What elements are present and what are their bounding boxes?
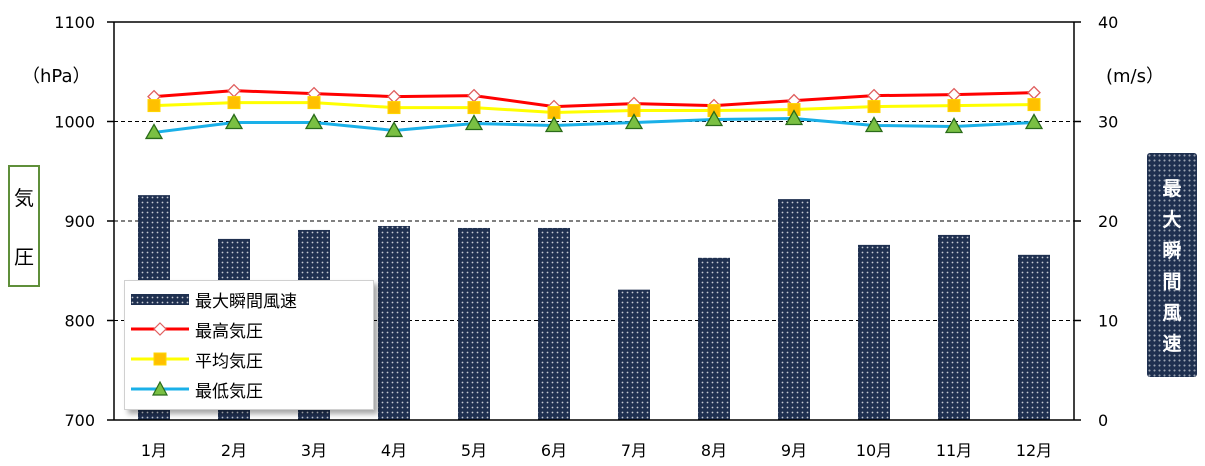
line-min-pressure <box>153 117 1035 134</box>
legend-label: 平均気圧 <box>195 351 263 372</box>
y-left-title-char: 圧 <box>14 245 34 269</box>
y-right-unit: (m/s） <box>1106 66 1164 87</box>
x-tick-label: 10月 <box>856 441 892 460</box>
x-tick-label: 9月 <box>781 441 807 460</box>
y-right-title-char: 風 <box>1162 302 1182 324</box>
marker-max-pressure <box>867 88 881 103</box>
x-tick-label: 12月 <box>1016 441 1052 460</box>
marker-max-pressure <box>227 83 241 98</box>
bar-wind-speed <box>778 199 810 420</box>
marker-min-pressure <box>864 116 884 133</box>
x-tick-label: 4月 <box>381 441 407 460</box>
gridlines <box>114 121 1074 321</box>
marker-avg-pressure <box>947 99 961 113</box>
y-right-title-char: 間 <box>1162 271 1182 293</box>
marker-min-pressure <box>304 113 324 130</box>
bars <box>138 195 1050 420</box>
x-tick-label: 3月 <box>301 441 327 460</box>
bar-wind-speed <box>938 234 970 420</box>
bar-wind-speed <box>1018 254 1050 420</box>
legend-item-wind: 最大瞬間風速 <box>125 285 297 313</box>
bar-wind-speed <box>618 289 650 420</box>
legend-label: 最大瞬間風速 <box>195 291 297 312</box>
line-avg-pressure <box>153 101 1035 115</box>
y-left-title-char: 気 <box>14 186 34 210</box>
marker-max-pressure <box>467 88 481 103</box>
marker-min-pressure <box>224 113 244 130</box>
marker-avg-pressure <box>387 101 401 115</box>
marker-min-pressure <box>1024 113 1044 130</box>
marker-avg-pressure <box>867 100 881 114</box>
x-tick-label: 1月 <box>141 441 167 460</box>
y-left-title: 気 圧 <box>8 165 40 287</box>
y-right-tick-label: 0 <box>1098 411 1108 430</box>
x-tick-label: 7月 <box>621 441 647 460</box>
marker-max-pressure <box>947 87 961 102</box>
bar-wind-speed <box>858 244 890 420</box>
x-tick-label: 11月 <box>936 441 972 460</box>
legend-swatch-square <box>125 345 195 373</box>
x-tick-label: 2月 <box>221 441 247 460</box>
y-right-tick-label: 30 <box>1098 113 1118 132</box>
bar-wind-speed <box>538 227 570 420</box>
marker-avg-pressure <box>467 101 481 115</box>
y-left-tick-label: 1100 <box>54 13 95 32</box>
marker-avg-pressure <box>1027 98 1041 112</box>
legend-swatch-bar <box>125 285 195 313</box>
legend-item-min-pressure: 最低気圧 <box>125 375 263 403</box>
marker-avg-pressure <box>147 99 161 113</box>
series-lines <box>144 83 1044 140</box>
y-right-tick-label: 20 <box>1098 212 1118 231</box>
y-right-title-char: 瞬 <box>1162 240 1182 262</box>
marker-avg-pressure <box>227 96 241 110</box>
x-tick-label: 5月 <box>461 441 487 460</box>
bar-wind-speed <box>698 257 730 420</box>
y-left-tick-label: 800 <box>64 312 95 331</box>
legend-item-max-pressure: 最高気圧 <box>125 315 263 343</box>
marker-min-pressure <box>784 109 804 126</box>
marker-min-pressure <box>624 113 644 130</box>
x-tick-label: 8月 <box>701 441 727 460</box>
y-left-tick-label: 700 <box>64 411 95 430</box>
line-max-pressure <box>153 89 1035 109</box>
y-right-title-char: 大 <box>1162 209 1182 231</box>
legend-item-avg-pressure: 平均気圧 <box>125 345 263 373</box>
legend-swatch-diamond <box>125 315 195 343</box>
marker-min-pressure <box>704 110 724 127</box>
y-right-title-char: 最 <box>1162 178 1182 200</box>
bar-wind-speed <box>458 227 490 420</box>
y-left-unit: （hPa） <box>22 66 91 87</box>
y-left-tick-label: 1000 <box>54 113 95 132</box>
y-left-tick-label: 900 <box>64 212 95 231</box>
legend: 最大瞬間風速 最高気圧 平均気圧 最低気圧 <box>124 280 374 410</box>
marker-max-pressure <box>387 89 401 104</box>
tick-labels: 700 800 900 1000 1100 0 10 20 30 40 1月 2月 3月 4月 5月 6月 7月… <box>54 13 1118 460</box>
legend-swatch-triangle <box>125 375 195 403</box>
marker-avg-pressure <box>307 96 321 110</box>
y-right-tick-label: 40 <box>1098 13 1118 32</box>
bar-wind-speed <box>378 225 410 420</box>
marker-min-pressure <box>944 117 964 134</box>
marker-min-pressure <box>544 116 564 133</box>
legend-label: 最低気圧 <box>195 381 263 402</box>
marker-min-pressure <box>384 121 404 138</box>
y-right-title: 最 大 瞬 間 風 速 <box>1147 153 1197 377</box>
x-tick-label: 6月 <box>541 441 567 460</box>
legend-label: 最高気圧 <box>195 321 263 342</box>
y-right-title-char: 速 <box>1162 333 1182 355</box>
marker-min-pressure <box>144 123 164 140</box>
y-right-tick-label: 10 <box>1098 312 1118 331</box>
marker-max-pressure <box>1027 85 1041 100</box>
marker-min-pressure <box>464 114 484 131</box>
axes <box>107 21 1081 421</box>
